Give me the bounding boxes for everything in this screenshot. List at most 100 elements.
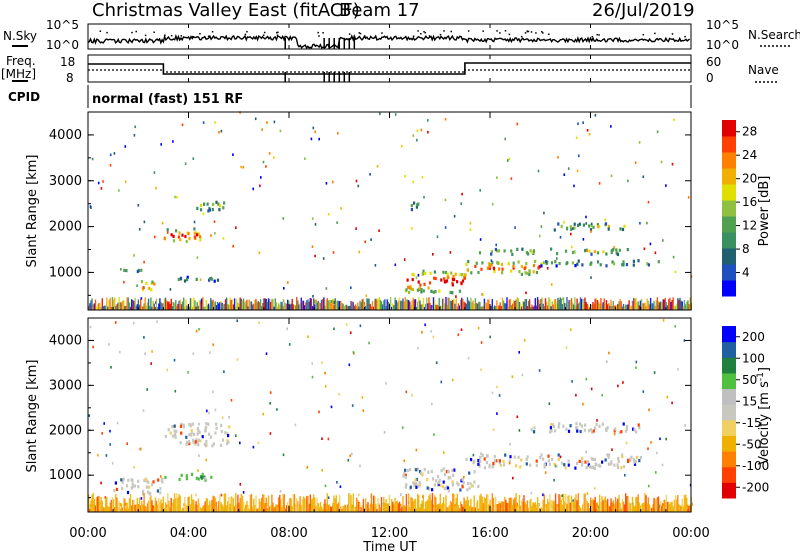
velocity-cell bbox=[591, 500, 593, 512]
power-cell bbox=[432, 290, 435, 294]
power-cell bbox=[491, 299, 493, 310]
power-cell bbox=[600, 298, 602, 310]
velocity-cell bbox=[635, 360, 638, 364]
velocity-cell bbox=[400, 507, 402, 512]
power-cell bbox=[672, 255, 675, 259]
velocity-cell bbox=[632, 427, 635, 431]
power-cell bbox=[463, 273, 466, 277]
velocity-cell bbox=[95, 497, 98, 512]
noise-dot bbox=[542, 32, 544, 34]
velocity-cell bbox=[452, 493, 454, 512]
velocity-cell bbox=[433, 433, 435, 436]
velocity-cell bbox=[208, 411, 210, 415]
noise-dot bbox=[520, 35, 523, 38]
power-cell bbox=[410, 287, 413, 291]
velocity-cell bbox=[595, 502, 598, 512]
power-cell bbox=[180, 304, 183, 310]
power-cell bbox=[380, 301, 383, 310]
velocity-cell bbox=[374, 496, 376, 512]
colorbar-swatch bbox=[722, 357, 736, 374]
power-cell bbox=[618, 301, 620, 310]
power-cell bbox=[552, 304, 555, 310]
velocity-cell bbox=[219, 494, 221, 512]
velocity-cell bbox=[347, 458, 350, 462]
velocity-cell bbox=[152, 480, 155, 484]
power-cell bbox=[665, 302, 668, 310]
power-cell bbox=[128, 302, 131, 310]
power-cell bbox=[642, 175, 645, 179]
velocity-cell bbox=[131, 482, 134, 486]
power-cell bbox=[254, 300, 256, 310]
velocity-cell bbox=[179, 441, 182, 445]
velocity-cell bbox=[498, 459, 501, 463]
power-cell bbox=[335, 301, 337, 310]
power-cell bbox=[433, 270, 436, 274]
velocity-cell bbox=[576, 429, 579, 433]
power-cell bbox=[432, 297, 435, 310]
power-cell bbox=[339, 301, 341, 310]
power-cell bbox=[525, 251, 528, 255]
power-cell bbox=[268, 152, 271, 155]
velocity-cell bbox=[417, 346, 419, 350]
power-cell bbox=[637, 259, 640, 263]
velocity-cell bbox=[672, 508, 674, 512]
velocity-cell bbox=[89, 325, 92, 329]
velocity-cell bbox=[638, 502, 640, 512]
power-cell bbox=[474, 264, 477, 269]
velocity-cell bbox=[103, 422, 105, 425]
power-cell bbox=[305, 302, 307, 310]
velocity-cell bbox=[336, 481, 338, 484]
power-cell bbox=[528, 299, 531, 310]
power-cell bbox=[493, 270, 496, 274]
velocity-cell bbox=[397, 503, 400, 512]
velocity-cell bbox=[440, 469, 443, 473]
velocity-cell bbox=[516, 415, 519, 419]
velocity-cell bbox=[215, 501, 218, 512]
power-cell bbox=[207, 209, 210, 213]
power-cell bbox=[564, 303, 566, 310]
velocity-cell bbox=[682, 506, 685, 512]
velocity-cell bbox=[263, 494, 265, 512]
velocity-cell bbox=[435, 361, 438, 364]
velocity-cell bbox=[538, 503, 540, 512]
power-cell bbox=[589, 262, 592, 266]
velocity-cell bbox=[447, 489, 450, 493]
power-cell bbox=[447, 297, 449, 310]
velocity-cell bbox=[197, 443, 200, 447]
power-cell bbox=[206, 305, 209, 310]
velocity-cell bbox=[99, 500, 101, 512]
velocity-cell bbox=[308, 504, 310, 512]
power-cell bbox=[98, 303, 100, 310]
velocity-cell bbox=[529, 463, 532, 467]
velocity-cell bbox=[186, 440, 189, 444]
power-cell bbox=[516, 247, 519, 251]
noise-right-tick-bottom: 10^0 bbox=[706, 38, 739, 52]
velocity-cell bbox=[226, 432, 229, 436]
velocity-cell bbox=[411, 393, 413, 397]
velocity-cell bbox=[534, 502, 536, 512]
power-cell bbox=[537, 169, 540, 173]
power-cell bbox=[647, 263, 650, 267]
power-cell bbox=[215, 305, 218, 310]
velocity-cell bbox=[636, 497, 638, 512]
velocity-cell bbox=[125, 502, 128, 506]
velocity-cell bbox=[257, 441, 260, 445]
power-cell bbox=[540, 299, 542, 310]
velocity-cell bbox=[173, 424, 176, 428]
velocity-cell bbox=[489, 335, 491, 339]
velocity-cell bbox=[170, 497, 172, 512]
velocity-cell bbox=[131, 485, 134, 489]
power-cell bbox=[444, 226, 447, 229]
power-cell bbox=[608, 303, 610, 310]
velocity-cell bbox=[521, 500, 523, 512]
power-cell bbox=[609, 305, 611, 310]
velocity-cell bbox=[222, 506, 224, 512]
power-cell bbox=[193, 231, 196, 235]
power-cell bbox=[256, 302, 258, 310]
velocity-cell bbox=[430, 469, 433, 473]
velocity-cell bbox=[203, 442, 206, 447]
power-cell bbox=[639, 221, 641, 225]
velocity-cell bbox=[543, 494, 545, 512]
velocity-cell bbox=[220, 429, 223, 434]
velocity-cell bbox=[614, 496, 617, 512]
